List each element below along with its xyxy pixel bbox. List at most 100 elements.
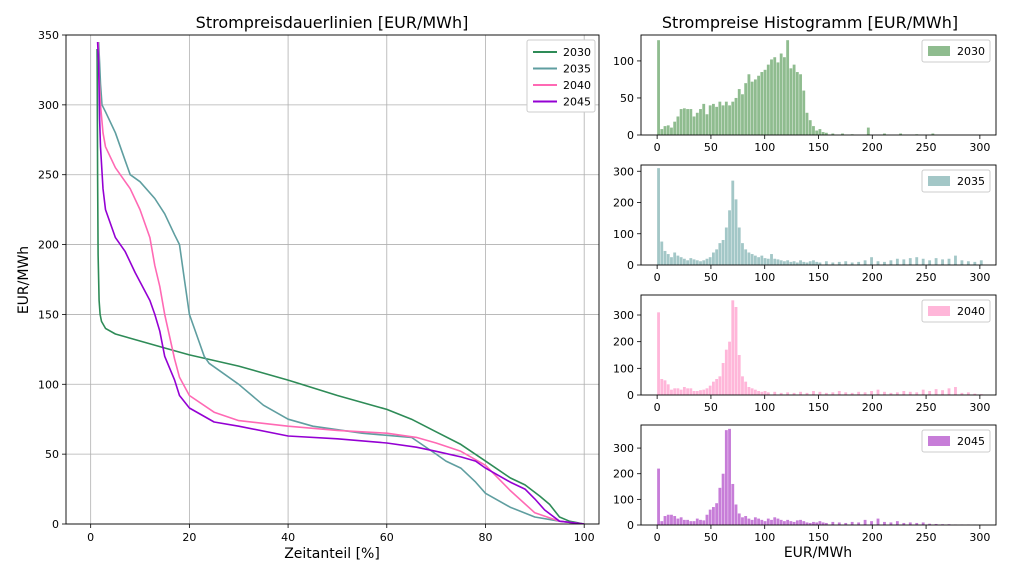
histogram-bar — [973, 262, 976, 265]
x-tick-label: 0 — [654, 141, 661, 154]
histogram-bar — [838, 391, 841, 395]
histogram-bar — [754, 256, 757, 265]
histogram-bar — [812, 260, 815, 265]
x-tick-label: 150 — [808, 401, 829, 414]
histogram-bar — [725, 102, 728, 135]
histogram-bar — [709, 510, 712, 525]
histogram-bar — [799, 74, 802, 135]
left-chart-xlabel: Zeitanteil [%] — [284, 546, 380, 562]
histogram-bar — [760, 256, 763, 265]
histogram-bar — [751, 82, 754, 135]
histogram-bar — [664, 380, 667, 395]
histogram-bar — [870, 257, 873, 265]
histogram-bar — [706, 515, 709, 525]
legend-label: 2045 — [563, 96, 591, 109]
histogram-bar — [709, 257, 712, 265]
histogram-bar — [851, 522, 854, 525]
y-tick-label: 300 — [613, 165, 634, 178]
y-tick-label: 300 — [613, 442, 634, 455]
x-tick-label: 0 — [654, 271, 661, 284]
histogram-bar — [670, 515, 673, 525]
histogram-bar — [744, 249, 747, 265]
histogram-bar — [760, 520, 763, 525]
histogram-bar — [754, 517, 757, 525]
histogram-bar — [770, 520, 773, 525]
histogram-legend-label: 2040 — [957, 305, 985, 318]
histogram-bar — [838, 262, 841, 265]
y-tick-label: 0 — [627, 259, 634, 272]
histogram-bar — [738, 513, 741, 525]
x-tick-label: 100 — [754, 141, 775, 154]
histogram-bar — [896, 521, 899, 525]
histogram-bar — [731, 484, 734, 525]
histogram-bar — [757, 391, 760, 395]
histogram-bar — [777, 519, 780, 525]
y-tick-label: 50 — [45, 448, 59, 461]
histogram-bar — [935, 258, 938, 265]
histogram-bar — [689, 388, 692, 395]
histogram-bar — [667, 125, 670, 135]
histogram-bar — [760, 392, 763, 395]
y-tick-label: 200 — [613, 336, 634, 349]
histogram-legend-swatch — [928, 436, 950, 446]
histogram-bar — [722, 105, 725, 135]
histogram-bar — [844, 261, 847, 265]
y-tick-label: 50 — [620, 92, 634, 105]
histogram-bar — [786, 520, 789, 525]
histogram-bar — [744, 516, 747, 525]
histogram-bar — [667, 254, 670, 265]
histogram-bar — [928, 260, 931, 265]
histogram-bar — [689, 109, 692, 135]
histogram-legend-swatch — [928, 176, 950, 186]
histogram-bar — [802, 262, 805, 265]
histogram-bar — [673, 253, 676, 266]
x-tick-label: 0 — [654, 531, 661, 544]
histogram-bar — [922, 390, 925, 395]
histogram-bar — [867, 128, 870, 135]
histogram-bar — [783, 57, 786, 135]
histogram-bar — [819, 392, 822, 395]
y-tick-label: 300 — [613, 309, 634, 322]
histogram-bar — [670, 128, 673, 135]
histogram-bar — [738, 355, 741, 395]
histogram-bar — [680, 257, 683, 265]
histogram-bar — [857, 262, 860, 265]
histogram-bar — [815, 262, 818, 265]
histogram-bar — [896, 259, 899, 265]
histogram-bar — [706, 114, 709, 135]
histogram-bar — [780, 260, 783, 265]
x-tick-label: 250 — [916, 531, 937, 544]
left-plot-frame — [66, 35, 599, 524]
histogram-bar — [909, 392, 912, 395]
histogram-bar — [948, 388, 951, 395]
histogram-bar — [686, 520, 689, 525]
histogram-bar — [967, 261, 970, 265]
histogram-bar — [883, 392, 886, 395]
histogram-bar — [819, 129, 822, 135]
x-tick-label: 40 — [281, 531, 295, 544]
histogram-bar — [702, 390, 705, 395]
histogram-bar — [812, 522, 815, 525]
histogram-bar — [864, 520, 867, 525]
histogram-bar — [657, 469, 660, 525]
histogram-bar — [683, 520, 686, 525]
y-tick-label: 0 — [627, 519, 634, 532]
histogram-bar — [677, 116, 680, 135]
histogram-bar — [793, 261, 796, 265]
x-tick-label: 50 — [704, 401, 718, 414]
histogram-bar — [718, 376, 721, 395]
histogram-bar — [702, 520, 705, 525]
histogram-legend-swatch — [928, 46, 950, 56]
histogram-bar — [735, 98, 738, 135]
x-tick-label: 100 — [754, 271, 775, 284]
histogram-bar — [902, 259, 905, 265]
histogram-bar — [799, 392, 802, 395]
x-tick-label: 20 — [182, 531, 196, 544]
histogram-bar — [767, 65, 770, 135]
histogram-bar — [741, 94, 744, 135]
histogram-bar — [718, 243, 721, 265]
x-tick-label: 150 — [808, 271, 829, 284]
histogram-bar — [699, 109, 702, 135]
histogram-bar — [660, 242, 663, 265]
